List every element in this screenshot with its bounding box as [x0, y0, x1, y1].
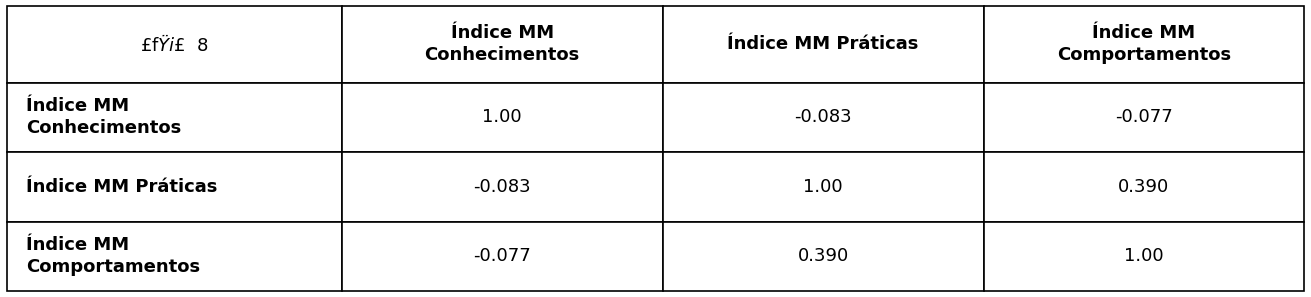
Bar [342, 222, 662, 291]
Bar [662, 152, 983, 222]
Text: 0.390: 0.390 [797, 247, 848, 265]
Text: -0.077: -0.077 [1116, 108, 1173, 126]
Text: 1.00: 1.00 [482, 108, 522, 126]
Text: -0.083: -0.083 [794, 108, 852, 126]
Text: -0.083: -0.083 [473, 178, 531, 196]
Text: Índice MM
Conhecimentos: Índice MM Conhecimentos [26, 97, 181, 138]
Bar [983, 83, 1304, 152]
Bar [662, 83, 983, 152]
Text: Índice MM
Comportamentos: Índice MM Comportamentos [1057, 24, 1231, 64]
Bar [7, 152, 342, 222]
Bar [7, 222, 342, 291]
Bar [7, 6, 342, 83]
Bar [342, 6, 662, 83]
Text: Índice MM Práticas: Índice MM Práticas [728, 35, 919, 53]
Bar [662, 222, 983, 291]
Text: Índice MM
Comportamentos: Índice MM Comportamentos [26, 236, 201, 277]
Bar [983, 6, 1304, 83]
Bar [983, 152, 1304, 222]
Text: 1.00: 1.00 [804, 178, 843, 196]
Bar [662, 6, 983, 83]
Bar [342, 83, 662, 152]
Bar [983, 222, 1304, 291]
Text: Índice MM
Conhecimentos: Índice MM Conhecimentos [425, 24, 579, 64]
Text: 0.390: 0.390 [1118, 178, 1169, 196]
Text: 1.00: 1.00 [1124, 247, 1164, 265]
Bar [7, 83, 342, 152]
Text: £f$Ÿi  $£  8: £f$Ÿi $£ 8 [140, 34, 208, 55]
Text: Índice MM Práticas: Índice MM Práticas [26, 178, 218, 196]
Text: -0.077: -0.077 [473, 247, 531, 265]
Bar [342, 152, 662, 222]
